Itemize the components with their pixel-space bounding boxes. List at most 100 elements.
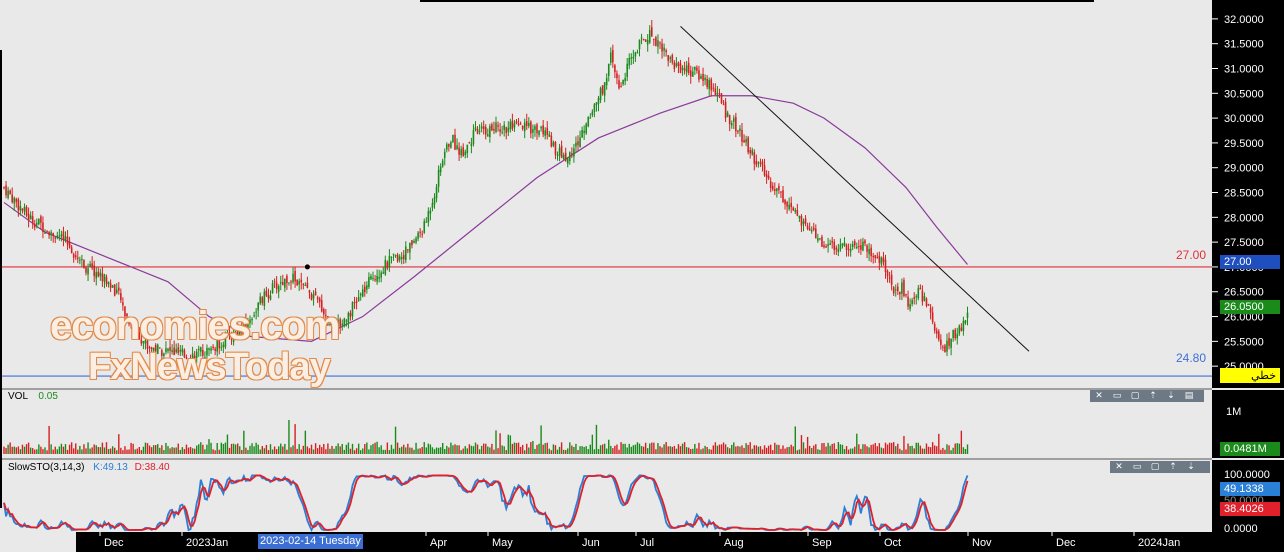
candle-body	[673, 62, 676, 69]
candle-body	[138, 332, 141, 340]
candle-body	[624, 77, 626, 82]
candle-body	[245, 319, 247, 330]
down-icon[interactable]: ⇣	[1167, 391, 1175, 401]
volume-bar	[411, 447, 413, 454]
candle-body	[716, 93, 719, 95]
candle-body	[925, 298, 928, 306]
candle-body	[177, 347, 180, 354]
candle-body	[83, 259, 85, 268]
badge-line-type: خطي	[1220, 368, 1280, 383]
volume-bar	[124, 446, 126, 454]
volume-bar	[200, 442, 202, 454]
volume-bar	[302, 445, 304, 454]
candle-body	[386, 261, 389, 269]
up-icon[interactable]: ⇡	[1149, 391, 1157, 401]
volume-bar	[515, 442, 518, 454]
candle-body	[56, 235, 59, 237]
close-icon[interactable]: ✕	[1115, 462, 1123, 472]
volume-bar	[829, 445, 831, 454]
candle-body	[671, 55, 674, 63]
candle-body	[435, 186, 438, 199]
restore-icon[interactable]: ▢	[1150, 462, 1160, 472]
candle-body	[29, 215, 32, 220]
candle-body	[788, 204, 790, 210]
candle-body	[815, 228, 817, 239]
candle-body	[589, 117, 592, 119]
volume-bar	[556, 449, 559, 454]
candle-body	[849, 248, 852, 252]
volume-bar	[247, 449, 249, 454]
restore-icon[interactable]: ▢	[1130, 391, 1140, 401]
settings-icon[interactable]: ▤	[1184, 391, 1194, 401]
volume-bar	[398, 447, 401, 454]
volume-bar	[103, 447, 106, 454]
candle-body	[528, 122, 530, 127]
candle-body	[238, 328, 241, 338]
up-icon[interactable]: ⇡	[1169, 462, 1177, 472]
candle-body	[696, 67, 698, 71]
candle-body	[7, 190, 9, 198]
volume-bar	[880, 447, 883, 454]
candle-body	[277, 286, 280, 292]
candle-body	[806, 225, 809, 229]
candle-body	[468, 142, 471, 144]
candle-body	[376, 275, 378, 282]
volume-bar	[782, 445, 784, 454]
volume-bar	[50, 444, 52, 454]
candle-body	[124, 306, 126, 317]
candle-body	[610, 52, 612, 63]
candle-body	[314, 291, 317, 296]
minimize-icon[interactable]: ▭	[1112, 391, 1122, 401]
volume-bar	[196, 445, 198, 454]
volume-bar	[462, 448, 464, 454]
down-icon[interactable]: ⇣	[1187, 462, 1195, 472]
volume-bar	[958, 443, 960, 454]
volume-bar	[886, 444, 889, 454]
candle-body	[122, 302, 124, 306]
volume-bar	[737, 446, 739, 454]
volume-bar	[534, 448, 536, 454]
candle-body	[669, 57, 672, 59]
volume-bar	[749, 442, 751, 454]
volume-bar	[825, 446, 827, 454]
volume-bar	[583, 447, 585, 454]
price-tick-label: 32.0000	[1224, 14, 1264, 26]
volume-bar	[413, 449, 415, 454]
volume-bar	[253, 446, 255, 454]
volume-bar	[567, 448, 569, 454]
candle-body	[710, 79, 713, 91]
candle-body	[195, 351, 198, 358]
close-icon[interactable]: ✕	[1095, 391, 1103, 401]
candle-body	[558, 147, 561, 156]
candle-body	[384, 259, 387, 275]
volume-bar	[417, 448, 419, 454]
osc-k-badge: 49.1338	[1220, 482, 1280, 496]
candle-body	[253, 315, 255, 317]
volume-bar	[503, 446, 505, 454]
volume-bar	[193, 448, 196, 454]
candle-body	[851, 244, 854, 248]
volume-bar	[111, 446, 114, 454]
candle-body	[747, 137, 749, 153]
candle-body	[323, 309, 325, 315]
volume-bar	[394, 426, 397, 454]
candle-body	[120, 293, 122, 301]
volume-bar	[878, 443, 881, 454]
volume-bar	[382, 449, 384, 454]
candle-body	[605, 77, 608, 86]
candle-body	[929, 307, 932, 313]
volume-bar	[140, 450, 143, 454]
minimize-icon[interactable]: ▭	[1132, 462, 1142, 472]
candle-body	[161, 350, 163, 356]
volume-bar	[813, 445, 815, 454]
volume-bar	[679, 446, 682, 454]
candle-body	[470, 143, 473, 147]
volume-label: VOL	[8, 391, 28, 402]
candle-body	[897, 286, 899, 292]
volume-bar	[784, 448, 786, 454]
volume-bar	[93, 444, 95, 454]
volume-bar	[708, 449, 710, 454]
candle-body	[286, 275, 288, 284]
volume-bar	[868, 447, 870, 454]
volume-bar	[472, 446, 475, 454]
